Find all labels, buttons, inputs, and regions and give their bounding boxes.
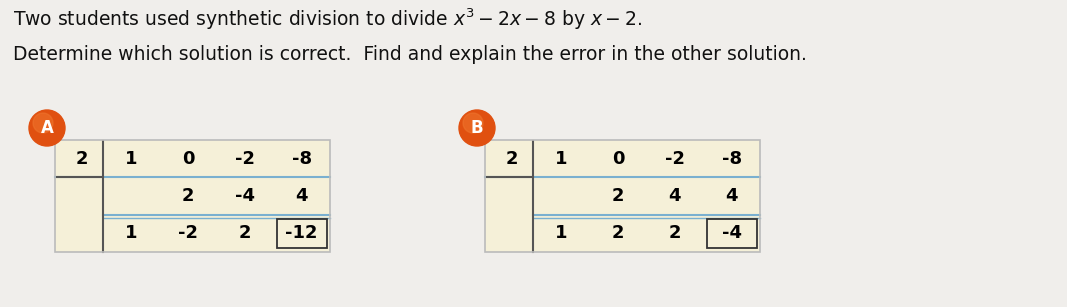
- Text: Two students used synthetic division to divide $x^3 - 2x - 8$ by $x - 2$.: Two students used synthetic division to …: [13, 7, 642, 33]
- Bar: [55, 140, 330, 252]
- Text: B: B: [471, 119, 483, 137]
- Text: A: A: [41, 119, 53, 137]
- Text: -2: -2: [178, 224, 198, 242]
- Circle shape: [459, 110, 495, 146]
- Text: -4: -4: [721, 224, 742, 242]
- Text: 0: 0: [181, 150, 194, 168]
- Circle shape: [463, 113, 483, 133]
- Text: 2: 2: [505, 150, 517, 168]
- Text: 2: 2: [239, 224, 251, 242]
- Text: 1: 1: [125, 224, 138, 242]
- Text: 1: 1: [555, 224, 568, 242]
- Text: 2: 2: [669, 224, 681, 242]
- Bar: [55, 140, 330, 252]
- Text: -8: -8: [721, 150, 742, 168]
- Text: 1: 1: [555, 150, 568, 168]
- Text: -4: -4: [235, 187, 255, 205]
- Text: 4: 4: [669, 187, 681, 205]
- Text: 4: 4: [726, 187, 738, 205]
- Text: -2: -2: [665, 150, 685, 168]
- Text: 1: 1: [125, 150, 138, 168]
- Bar: [485, 140, 760, 252]
- Text: 0: 0: [611, 150, 624, 168]
- Text: 2: 2: [611, 224, 624, 242]
- Text: 2: 2: [75, 150, 87, 168]
- Text: Determine which solution is correct.  Find and explain the error in the other so: Determine which solution is correct. Fin…: [13, 45, 807, 64]
- Text: -2: -2: [235, 150, 255, 168]
- Text: 2: 2: [611, 187, 624, 205]
- Circle shape: [33, 113, 53, 133]
- Text: 4: 4: [296, 187, 308, 205]
- Bar: [485, 140, 760, 252]
- Circle shape: [29, 110, 65, 146]
- Bar: [276, 219, 327, 248]
- Text: -12: -12: [285, 224, 318, 242]
- Text: 2: 2: [181, 187, 194, 205]
- Bar: [706, 219, 757, 248]
- Text: -8: -8: [291, 150, 312, 168]
